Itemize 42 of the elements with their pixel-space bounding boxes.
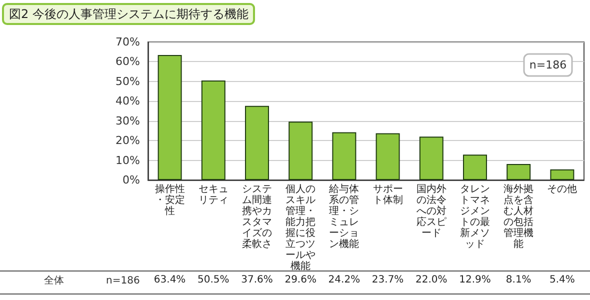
x-tick-label: セキュリティ bbox=[198, 184, 228, 206]
bar bbox=[506, 164, 531, 180]
y-tick-label: 30% bbox=[116, 114, 140, 128]
x-tick-label: その他 bbox=[547, 183, 578, 195]
bar bbox=[376, 133, 400, 180]
x-tick-label: 国内外の法令への対応スピード bbox=[416, 183, 446, 239]
bar bbox=[419, 136, 444, 180]
y-tick-label: 70% bbox=[116, 36, 140, 48]
data-label: 50.5% bbox=[198, 274, 230, 286]
y-tick-label: 0% bbox=[122, 174, 140, 186]
x-tick-label: タレントマネジメントの最新メソッド bbox=[460, 184, 490, 250]
bar bbox=[245, 106, 269, 180]
bar bbox=[288, 122, 313, 180]
text: 全体 bbox=[44, 274, 64, 286]
data-label: 63.4% bbox=[154, 274, 186, 286]
data-label: 24.2% bbox=[328, 274, 360, 286]
bar bbox=[463, 154, 487, 180]
data-label: 12.9% bbox=[459, 274, 491, 286]
data-label: 37.6% bbox=[241, 274, 273, 286]
y-tick-label: 20% bbox=[116, 134, 140, 148]
y-tick-label: 40% bbox=[116, 94, 140, 108]
annotation: n=186 bbox=[529, 58, 567, 72]
data-label: 29.6% bbox=[284, 274, 316, 286]
bar bbox=[158, 55, 182, 180]
bar bbox=[550, 169, 574, 180]
data-label: 8.1% bbox=[506, 274, 532, 286]
x-tick-label: 操作性・安定性 bbox=[154, 183, 185, 217]
y-tick-label: 50% bbox=[116, 74, 140, 88]
x-tick-label: システム間連携やカスタマイズの柔軟さ bbox=[242, 184, 272, 250]
y-tick-label: 10% bbox=[116, 154, 140, 167]
y-tick-label: 60% bbox=[116, 55, 140, 68]
data-label: 22.0% bbox=[416, 274, 448, 286]
chart-title: 図2 今後の人事管理システムに期待する機能 bbox=[9, 7, 248, 21]
text: n=186 bbox=[106, 276, 140, 286]
x-tick-label: 給与体系の管理・シミュレーション機能 bbox=[328, 183, 360, 250]
x-tick-label: 個人のスキル管理・能力把握に役立つツールや機能 bbox=[286, 184, 316, 272]
data-label: 23.7% bbox=[372, 274, 404, 286]
x-tick-label: 海外拠点を含む人材の包括管理機能 bbox=[504, 183, 534, 250]
data-label: 5.4% bbox=[549, 274, 575, 286]
bar bbox=[332, 132, 356, 180]
bar bbox=[201, 80, 226, 180]
x-tick-label: サポート体制 bbox=[372, 184, 403, 206]
